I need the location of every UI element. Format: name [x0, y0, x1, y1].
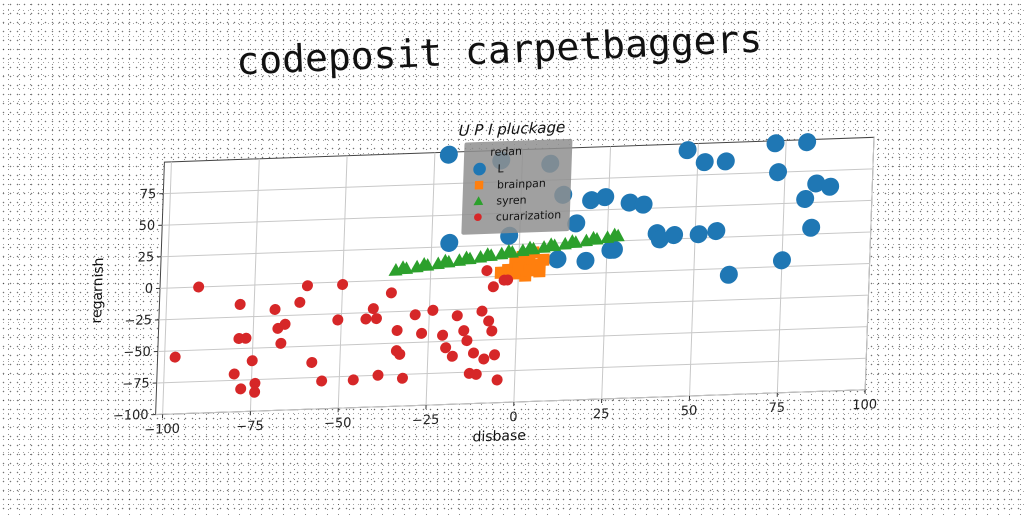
- legend-entry: syren: [496, 193, 527, 207]
- y-tick-label: −25: [124, 313, 152, 329]
- y-tick-label: 75: [140, 187, 157, 203]
- legend-entry: brainpan: [497, 177, 546, 192]
- legend-entry: curarization: [496, 208, 562, 223]
- x-tick-label: −25: [412, 413, 440, 429]
- legend-title: redan: [490, 145, 522, 159]
- scatter-point: [523, 264, 535, 276]
- x-tick-label: 50: [680, 404, 697, 420]
- y-axis-label: regarnish: [89, 257, 107, 324]
- chart-title: U P I pluckage: [458, 118, 565, 140]
- scatter-point: [537, 254, 549, 266]
- scatter-point: [512, 262, 524, 274]
- x-tick-label: 0: [509, 410, 518, 425]
- y-tick-label: −50: [123, 345, 151, 361]
- x-tick-label: −50: [324, 416, 352, 432]
- scatter-point: [533, 265, 545, 277]
- x-tick-label: −75: [236, 419, 264, 435]
- y-tick-label: −100: [113, 408, 149, 424]
- x-tick-label: 100: [852, 397, 877, 413]
- plot-group: −100 −75 −50 −25 0 25 50 75 100 −100 −75 −50 −25 0 25 5…: [84, 107, 887, 459]
- x-tick-label: 25: [593, 407, 610, 423]
- y-tick-label: −75: [122, 376, 150, 392]
- y-tick-label: 50: [138, 218, 155, 234]
- x-tick-label: −100: [144, 422, 180, 438]
- x-tick-label: 75: [768, 401, 785, 417]
- y-tick-label: 25: [137, 250, 154, 266]
- scatter-point: [475, 181, 484, 190]
- x-axis-label: disbase: [472, 428, 526, 446]
- y-tick-label: 0: [144, 282, 153, 297]
